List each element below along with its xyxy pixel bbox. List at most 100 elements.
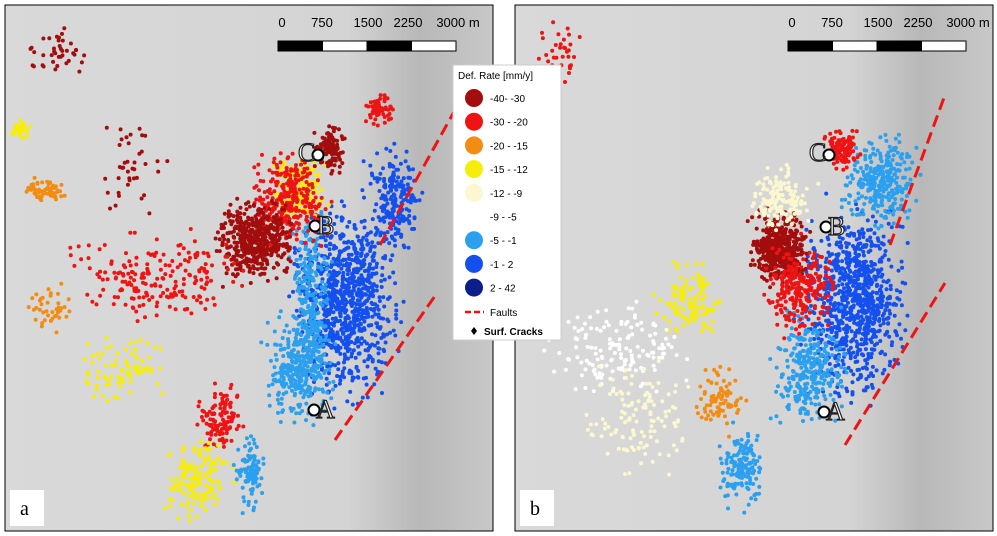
deformation-point: [163, 272, 167, 276]
deformation-point: [249, 447, 253, 451]
deformation-point: [826, 372, 830, 376]
deformation-point: [259, 340, 263, 344]
deformation-point: [826, 368, 830, 372]
deformation-point: [342, 366, 346, 370]
deformation-point: [328, 309, 332, 313]
deformation-point: [213, 468, 217, 472]
deformation-point: [862, 254, 866, 258]
deformation-point: [197, 400, 201, 404]
deformation-point: [90, 361, 94, 365]
deformation-point: [45, 180, 49, 184]
deformation-point: [323, 290, 327, 294]
deformation-point: [871, 335, 875, 339]
map-panel: [5, 5, 493, 531]
deformation-point: [271, 382, 275, 386]
deformation-point: [262, 212, 266, 216]
deformation-point: [778, 421, 782, 425]
deformation-point: [86, 342, 90, 346]
deformation-point: [219, 459, 223, 463]
deformation-point: [817, 402, 821, 406]
deformation-point: [340, 306, 344, 310]
deformation-point: [375, 289, 379, 293]
deformation-point: [327, 338, 331, 342]
deformation-point: [209, 433, 213, 437]
deformation-point: [286, 235, 290, 239]
deformation-point: [128, 231, 132, 235]
deformation-point: [271, 237, 275, 241]
deformation-point: [407, 214, 411, 218]
deformation-point: [881, 371, 885, 375]
deformation-point: [402, 300, 406, 304]
deformation-point: [310, 315, 314, 319]
deformation-point: [327, 371, 331, 375]
deformation-point: [276, 245, 280, 249]
deformation-point: [816, 344, 820, 348]
deformation-point: [322, 299, 326, 303]
deformation-point: [330, 200, 334, 204]
deformation-point: [267, 207, 271, 211]
deformation-point: [265, 195, 269, 199]
deformation-point: [341, 274, 345, 278]
deformation-point: [280, 410, 284, 414]
deformation-point: [109, 345, 113, 349]
deformation-point: [294, 209, 298, 213]
deformation-point: [216, 230, 220, 234]
deformation-point: [204, 262, 208, 266]
deformation-point: [382, 216, 386, 220]
deformation-point: [27, 305, 31, 309]
deformation-point: [381, 295, 385, 299]
deformation-point: [331, 380, 335, 384]
deformation-point: [240, 284, 244, 288]
deformation-point: [30, 188, 34, 192]
deformation-point: [786, 394, 790, 398]
deformation-point: [873, 312, 877, 316]
deformation-point: [359, 266, 363, 270]
deformation-point: [332, 139, 336, 143]
deformation-point: [168, 452, 172, 456]
deformation-point: [201, 419, 205, 423]
deformation-point: [200, 464, 204, 468]
deformation-point: [835, 257, 839, 261]
deformation-point: [267, 231, 271, 235]
deformation-point: [303, 247, 307, 251]
deformation-point: [805, 367, 809, 371]
deformation-point: [849, 369, 853, 373]
deformation-point: [174, 293, 178, 297]
deformation-point: [857, 253, 861, 257]
deformation-point: [845, 253, 849, 257]
deformation-point: [785, 359, 789, 363]
deformation-point: [375, 262, 379, 266]
deformation-point: [835, 262, 839, 266]
deformation-point: [884, 133, 888, 137]
deformation-point: [276, 171, 280, 175]
deformation-point: [892, 153, 896, 157]
deformation-point: [381, 166, 385, 170]
deformation-point: [380, 273, 384, 277]
deformation-point: [241, 511, 245, 515]
deformation-point: [294, 329, 298, 333]
deformation-point: [375, 176, 379, 180]
deformation-point: [855, 323, 859, 327]
deformation-point: [298, 257, 302, 261]
deformation-point: [375, 113, 379, 117]
deformation-point: [274, 353, 278, 357]
deformation-point: [368, 164, 372, 168]
deformation-point: [182, 445, 186, 449]
deformation-point: [353, 247, 357, 251]
deformation-point: [224, 255, 228, 259]
deformation-point: [120, 137, 124, 141]
deformation-point: [364, 348, 368, 352]
deformation-point: [306, 353, 310, 357]
deformation-point: [304, 323, 308, 327]
deformation-point: [885, 331, 889, 335]
deformation-point: [201, 409, 205, 413]
deformation-point: [290, 381, 294, 385]
deformation-point: [852, 232, 856, 236]
deformation-point: [314, 270, 318, 274]
deformation-point: [887, 279, 891, 283]
deformation-point: [893, 314, 897, 318]
deformation-point: [309, 359, 313, 363]
deformation-point: [332, 310, 336, 314]
deformation-point: [189, 466, 193, 470]
deformation-point: [14, 131, 18, 135]
